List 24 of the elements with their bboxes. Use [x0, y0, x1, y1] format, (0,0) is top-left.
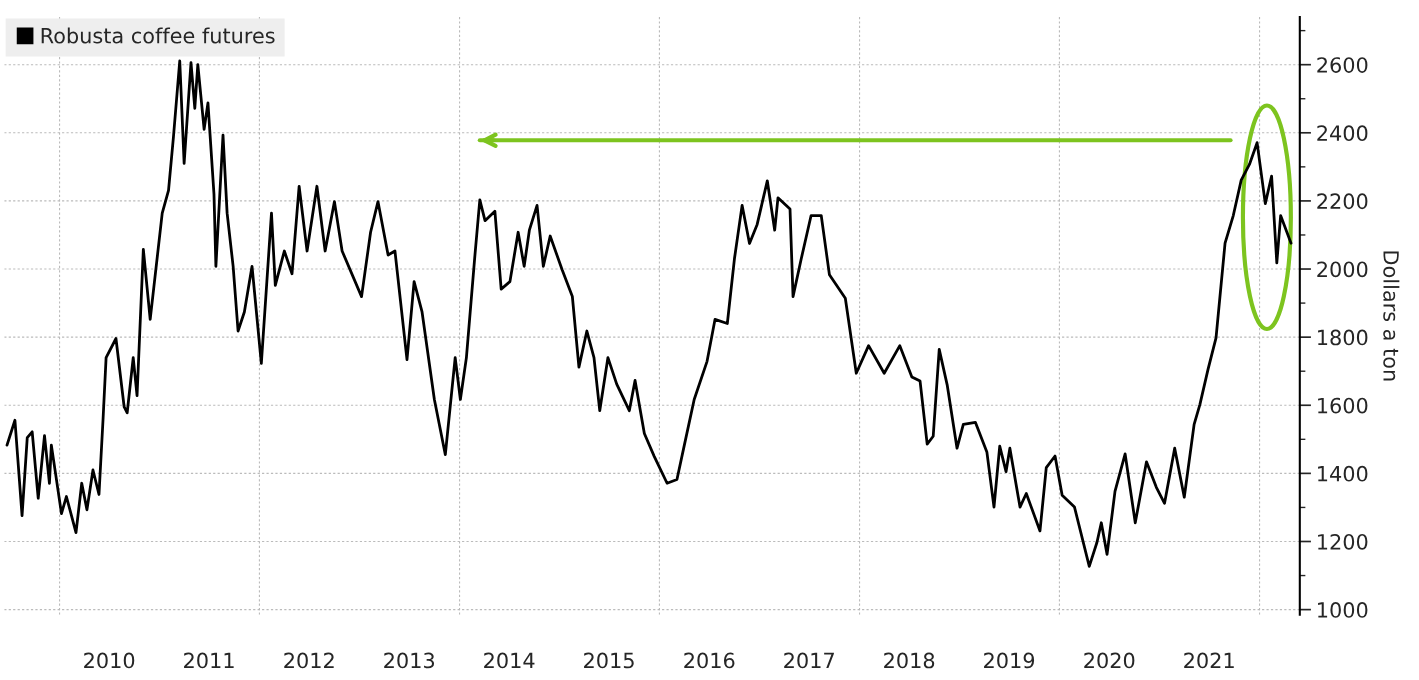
x-tick-label: 2015 — [584, 652, 634, 669]
x-tick-label: 2016 — [684, 652, 735, 669]
y-axis-title: Dollars a ton — [1383, 251, 1400, 381]
y-tick-label: 2200 — [1317, 193, 1368, 210]
x-tick-label: 2018 — [884, 652, 935, 669]
y-tick-label: 2000 — [1317, 261, 1368, 278]
x-tick-label: 2020 — [1084, 652, 1135, 669]
y-tick-label: 1000 — [1318, 602, 1368, 618]
x-tick-label: 2017 — [784, 652, 834, 669]
y-tick-label: 1800 — [1318, 329, 1368, 346]
line-series — [5, 59, 1293, 568]
x-tick-label: 2012 — [284, 652, 334, 669]
y-tick-label: 1400 — [1318, 465, 1368, 482]
x-tick-label: 2019 — [984, 652, 1035, 669]
y-tick-label: 1600 — [1318, 397, 1368, 414]
legend-label: Robusta coffee futures — [41, 27, 275, 44]
x-tick-label: 2011 — [184, 652, 234, 669]
x-tick-label: 2013 — [384, 652, 435, 669]
x-tick-label: 2021 — [1184, 652, 1234, 669]
y-tick-label: 1200 — [1318, 533, 1368, 550]
y-tick-label: 2600 — [1317, 57, 1368, 73]
y-tick-label: 2400 — [1317, 125, 1368, 142]
x-tick-label: 2014 — [484, 652, 535, 669]
x-tick-label: 2010 — [84, 652, 135, 669]
